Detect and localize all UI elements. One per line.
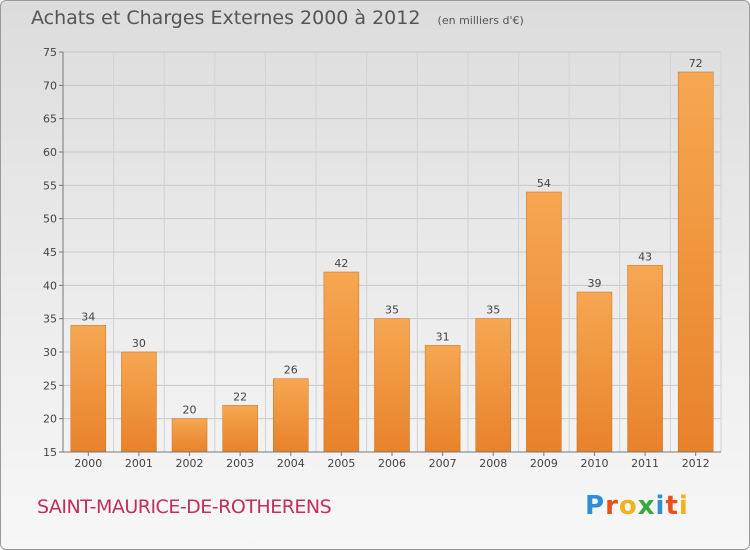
bar-2001 [121, 351, 157, 453]
x-tick-label-2004: 2004 [277, 457, 305, 470]
y-tick-label: 60 [43, 146, 57, 159]
bar-2011 [627, 265, 663, 453]
bar-2008 [475, 318, 511, 453]
x-tick-label-2012: 2012 [682, 457, 710, 470]
y-tick-label: 70 [43, 79, 57, 92]
data-label-2003: 22 [233, 390, 247, 403]
data-label-2001: 30 [132, 337, 146, 350]
bar-2002 [171, 418, 208, 453]
data-label-2007: 31 [436, 330, 450, 343]
data-label-2009: 54 [537, 177, 551, 190]
logo-letter: i [678, 491, 689, 521]
bar-2007 [424, 345, 461, 453]
x-tick-label-2003: 2003 [226, 457, 254, 470]
logo-letter: o [618, 491, 638, 521]
bar-2000 [70, 325, 107, 453]
x-tick-label-2009: 2009 [530, 457, 558, 470]
x-tick-label-2008: 2008 [479, 457, 507, 470]
bar-2006 [374, 318, 410, 453]
bar-2005 [323, 271, 360, 453]
data-label-2012: 72 [689, 57, 703, 70]
y-tick-label: 15 [43, 446, 57, 459]
y-tick-label: 20 [43, 413, 57, 426]
bar-2003 [222, 405, 258, 453]
data-label-2002: 20 [183, 404, 197, 417]
axes: 15 20 25 30 35 40 45 50 55 60 65 70 75 2000 2001 2002 20… [43, 46, 721, 470]
logo-letter: x [637, 491, 656, 521]
x-tick-label-2006: 2006 [378, 457, 406, 470]
y-tick-label: 25 [43, 379, 57, 392]
bar-2010 [576, 291, 613, 453]
bars: 34 30 20 22 26 42 35 31 35 54 39 43 72 [70, 57, 714, 453]
bar-2009 [526, 191, 562, 453]
bar-2004 [273, 378, 309, 453]
x-tick-label-2002: 2002 [176, 457, 204, 470]
data-label-2005: 42 [334, 257, 348, 270]
data-label-2010: 39 [587, 277, 601, 290]
logo-letter: i [655, 491, 666, 521]
data-label-2008: 35 [486, 304, 500, 317]
chart-header: Achats et Charges Externes 2000 à 2012 (… [31, 7, 524, 29]
proxiti-logo: Proxiti [585, 491, 689, 521]
data-label-2000: 34 [81, 310, 95, 323]
y-tick-label: 40 [43, 279, 57, 292]
x-tick-label-2007: 2007 [429, 457, 457, 470]
x-tick-label-2000: 2000 [74, 457, 102, 470]
x-tick-label-2005: 2005 [327, 457, 355, 470]
data-label-2004: 26 [284, 364, 298, 377]
logo-letter: t [665, 491, 679, 521]
logo-letter: P [585, 491, 606, 521]
y-tick-label: 50 [43, 213, 57, 226]
x-tick-label-2011: 2011 [631, 457, 659, 470]
chart-subtitle: (en milliers d'€) [437, 14, 524, 27]
data-label-2011: 43 [638, 250, 652, 263]
y-tick-label: 30 [43, 346, 57, 359]
y-tick-label: 55 [43, 179, 57, 192]
chart-title: Achats et Charges Externes 2000 à 2012 [31, 7, 421, 29]
x-tick-label-2001: 2001 [125, 457, 153, 470]
y-tick-label: 75 [43, 46, 57, 59]
y-tick-label: 65 [43, 113, 57, 126]
bar-2012 [677, 71, 714, 453]
x-tick-label-2010: 2010 [580, 457, 608, 470]
commune-name: SAINT-MAURICE-DE-ROTHERENS [37, 496, 332, 518]
data-label-2006: 35 [385, 304, 399, 317]
y-tick-label: 45 [43, 246, 57, 259]
y-tick-label: 35 [43, 313, 57, 326]
logo-letter: r [605, 491, 619, 521]
